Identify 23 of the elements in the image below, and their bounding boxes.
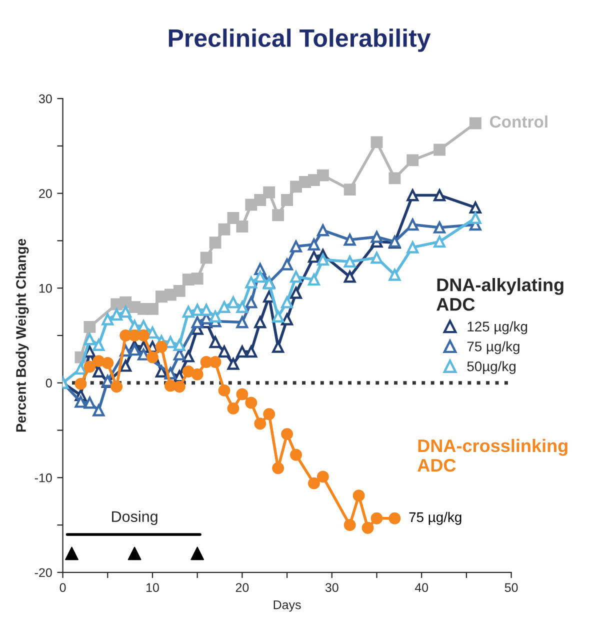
y-tick-label: 20	[39, 189, 52, 198]
chart-title: Preclinical Tolerability	[168, 28, 431, 52]
x-tick-label: 50	[504, 583, 518, 592]
x-axis-title: Days	[274, 600, 301, 612]
x-tick-label: 0	[60, 583, 66, 592]
legend-label: 50µg/kg	[467, 361, 516, 374]
legend-label: 75 µg/kg	[467, 341, 520, 354]
x-tick-label: 30	[325, 583, 338, 592]
legend-title: DNA-alkylating ADC	[436, 278, 564, 311]
series-label: 75 µg/kg	[409, 512, 462, 525]
y-tick-label: 10	[39, 284, 52, 293]
y-tick-label: -10	[34, 473, 52, 482]
annotation: DNA-crosslinking ADC	[418, 438, 568, 472]
series-label: Control	[490, 115, 548, 128]
x-tick-label: 20	[236, 583, 249, 592]
legend-label: 125 µg/kg	[468, 321, 528, 334]
y-tick-label: -20	[34, 568, 52, 578]
y-axis-title: Percent Body Weight Change	[16, 238, 29, 432]
y-tick-label: 30	[38, 94, 52, 104]
y-tick-label: 0	[46, 378, 52, 388]
annotation: Dosing	[112, 510, 158, 526]
x-tick-label: 10	[146, 583, 159, 592]
x-tick-label: 40	[414, 583, 428, 592]
